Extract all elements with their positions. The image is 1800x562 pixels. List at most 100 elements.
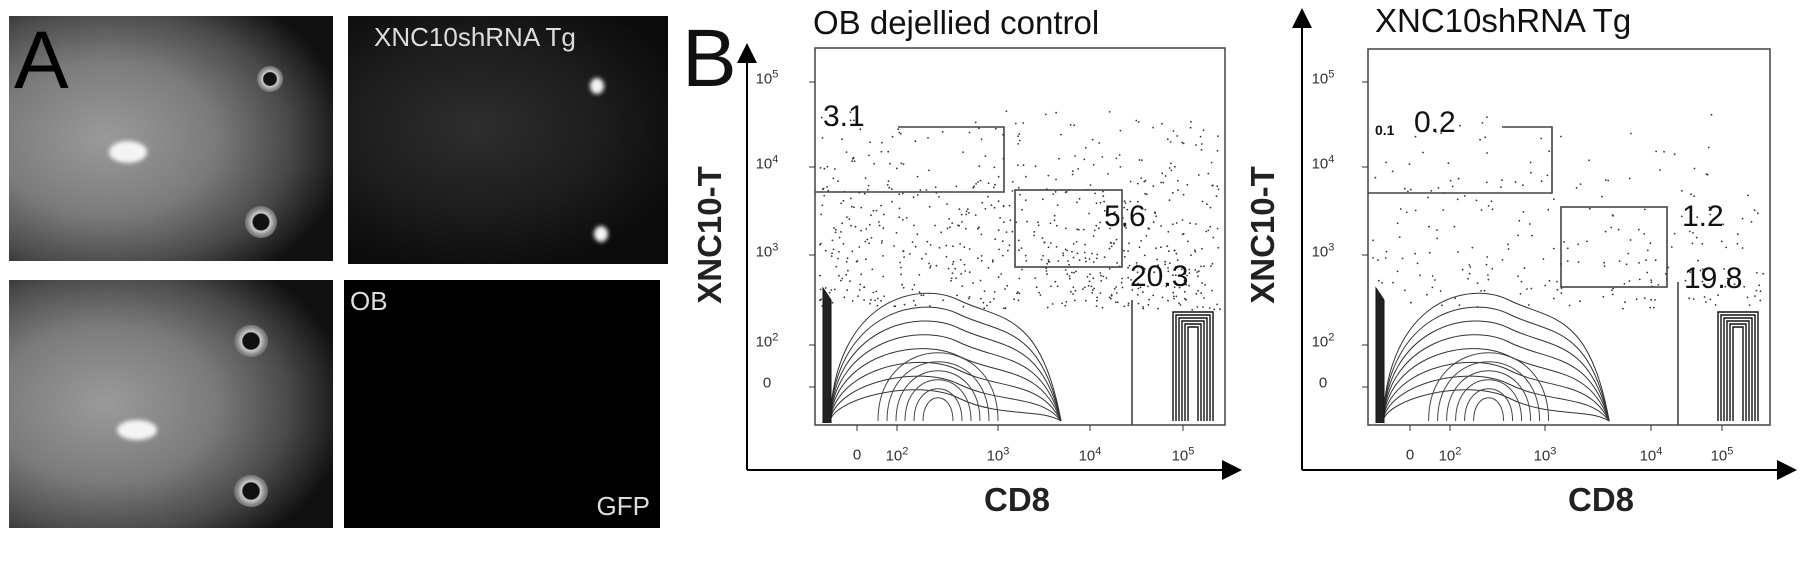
event-dot	[909, 253, 911, 255]
event-dot	[1431, 286, 1434, 289]
event-dot	[1096, 253, 1099, 256]
event-dot	[1068, 263, 1070, 266]
event-dot	[1091, 252, 1093, 255]
event-dot	[1733, 283, 1736, 286]
event-dot	[1610, 226, 1613, 229]
event-dot	[1654, 299, 1656, 301]
contour-line	[829, 320, 1062, 422]
event-dot	[1114, 301, 1117, 304]
event-dot	[1024, 199, 1027, 202]
event-dot	[901, 218, 904, 221]
event-dot	[1157, 264, 1159, 267]
plot2-title: XNC10shRNA Tg	[1375, 2, 1632, 39]
event-dot	[1173, 297, 1175, 300]
contour-line	[1382, 348, 1610, 422]
event-dot	[1709, 298, 1712, 301]
event-dot	[1177, 189, 1179, 192]
event-dot	[1034, 277, 1037, 279]
event-dot	[968, 296, 971, 298]
event-dot	[979, 279, 982, 282]
event-dot	[1113, 242, 1115, 245]
plot-frame	[1367, 48, 1771, 426]
event-dot	[1095, 305, 1098, 307]
event-dot	[1145, 235, 1148, 237]
event-dot	[1216, 227, 1219, 230]
event-dot	[855, 260, 858, 263]
event-dot	[819, 274, 821, 277]
event-dot	[1409, 188, 1412, 191]
event-dot	[1001, 254, 1004, 257]
event-dot	[874, 299, 876, 302]
event-dot	[1560, 135, 1562, 138]
event-dot	[880, 299, 882, 302]
event-dot	[898, 131, 901, 134]
event-dot	[1215, 195, 1218, 198]
event-dot	[1627, 252, 1630, 255]
event-dot	[1556, 288, 1559, 291]
event-dot	[1643, 233, 1646, 235]
event-dot	[1058, 157, 1060, 160]
event-dot	[1091, 138, 1094, 141]
event-dot	[1407, 190, 1409, 193]
event-dot	[997, 276, 1000, 279]
event-dot	[1385, 161, 1387, 164]
event-dot	[975, 183, 977, 185]
event-dot	[1216, 149, 1219, 152]
event-dot	[1430, 189, 1433, 192]
event-dot	[1623, 282, 1626, 285]
event-dot	[824, 287, 827, 289]
event-dot	[993, 186, 995, 189]
event-dot	[1103, 209, 1106, 212]
event-dot	[858, 246, 861, 248]
event-dot	[974, 121, 977, 124]
event-dot	[1069, 124, 1072, 126]
event-dot	[882, 213, 885, 216]
event-dot	[1196, 306, 1199, 308]
event-dot	[881, 141, 883, 144]
event-dot	[1067, 260, 1069, 262]
event-dot	[1548, 279, 1551, 282]
event-dot	[1403, 187, 1406, 190]
event-dot	[1197, 289, 1199, 292]
x-tick-label: 102	[1438, 445, 1462, 465]
event-dot	[851, 250, 854, 253]
event-dot	[1750, 221, 1753, 223]
event-dot	[1174, 165, 1176, 168]
event-dot	[950, 279, 952, 282]
event-dot	[1169, 141, 1172, 143]
contour-line	[829, 292, 1062, 422]
event-dot	[1481, 122, 1484, 124]
event-dot	[1103, 256, 1106, 259]
event-dot	[987, 195, 989, 198]
event-dot	[1072, 170, 1074, 173]
event-dot	[914, 140, 917, 143]
event-dot	[941, 130, 944, 133]
event-dot	[927, 137, 929, 139]
event-dot	[1625, 263, 1628, 266]
event-dot	[819, 243, 821, 246]
event-dot	[1050, 285, 1052, 288]
event-dot	[1484, 136, 1487, 139]
event-dot	[925, 253, 927, 255]
event-dot	[1566, 247, 1569, 250]
event-dot	[982, 301, 985, 304]
event-dot	[1197, 275, 1199, 278]
event-dot	[954, 267, 957, 270]
event-dot	[867, 184, 870, 187]
event-dot	[1500, 186, 1502, 189]
contour-line	[895, 370, 981, 422]
event-dot	[1542, 258, 1545, 260]
event-dot	[898, 193, 901, 196]
event-dot	[840, 202, 842, 205]
event-dot	[1211, 289, 1213, 292]
event-dot	[1188, 268, 1191, 271]
photo-caption-gfp: GFP	[596, 491, 650, 521]
event-dot	[911, 288, 914, 291]
event-dot	[1116, 301, 1119, 304]
event-dot	[1119, 166, 1122, 168]
event-dot	[1463, 195, 1466, 197]
event-dot	[1204, 283, 1206, 286]
event-dot	[1167, 270, 1170, 273]
event-dot	[1217, 188, 1220, 191]
event-dot	[821, 137, 824, 139]
